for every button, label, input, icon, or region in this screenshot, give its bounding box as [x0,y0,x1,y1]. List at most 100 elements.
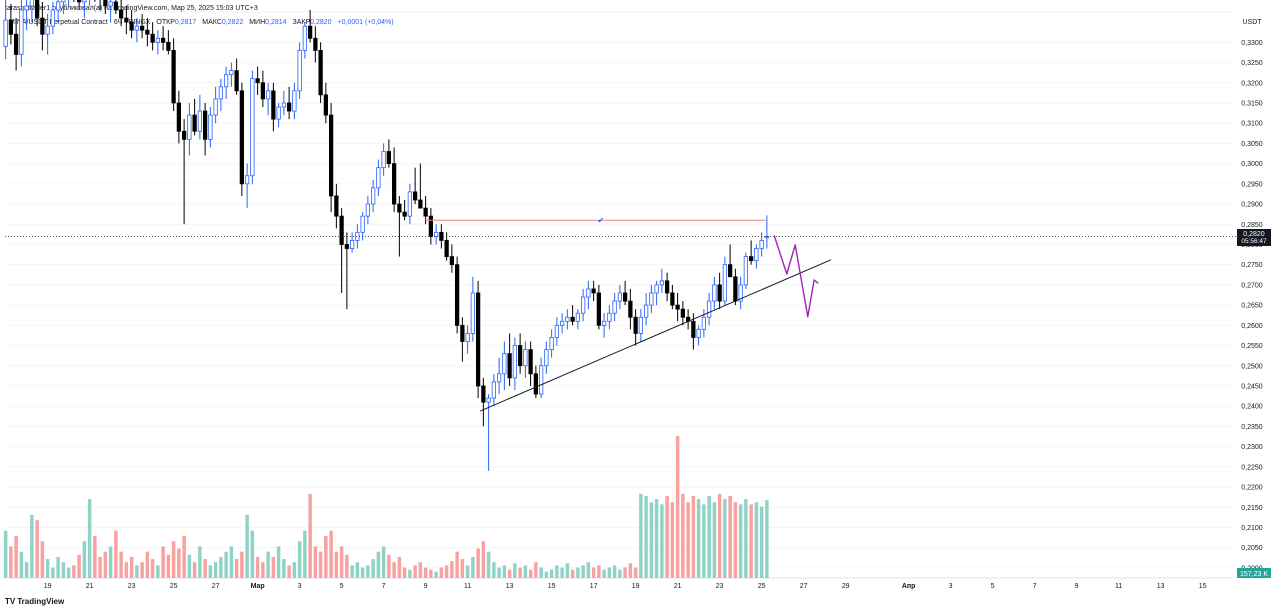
candle-body [318,50,323,96]
current-price-text: 0,2820 [1243,231,1265,238]
candle-body [449,256,455,266]
candle-body [496,373,502,383]
volume-bar [707,495,711,578]
candle-body [591,288,596,294]
volume-bar [45,559,50,578]
candle-body [601,320,607,326]
volume-bar [129,556,134,578]
candle-body [307,25,313,39]
volume-bar [639,493,643,578]
volume-bar [108,546,113,578]
volume-bar [607,567,612,578]
volume-bar [24,562,29,578]
resistance-check-icon: ✔ [597,216,604,225]
candle-body [533,373,539,395]
price-axis[interactable]: USDT 0,20000,20500,21000,21500,22000,225… [1241,19,1263,572]
candle-body [507,353,512,379]
candle-body [628,300,633,318]
volume-bar [119,551,123,578]
volume-bar [429,569,433,578]
volume-bar [397,556,402,578]
candle-body [202,110,208,140]
time-tick-label: 27 [800,583,808,590]
volume-bar [765,500,769,578]
volume-bar [523,565,528,578]
volume-bar [712,502,717,578]
volume-bar [481,541,486,578]
candle-body [150,33,155,43]
volume-bar [612,565,617,578]
volume-bar [224,551,228,578]
candle-body [334,195,339,217]
price-tick-label: 0,2400 [1241,404,1263,411]
price-tick-label: 0,2200 [1241,485,1263,492]
volume-bar [633,567,638,578]
candle-body [8,19,14,35]
time-tick-label: 9 [424,583,428,590]
price-tick-label: 0,2950 [1241,181,1263,188]
candle-body [124,17,129,23]
volume-bar [723,499,727,578]
volume-bar [182,535,186,578]
volume-bar [444,565,449,578]
time-tick-label: 17 [590,583,598,590]
volume-bar [702,504,706,578]
candle-body [223,74,229,88]
volume-bar [213,562,218,578]
volume-bar [51,567,55,578]
candle-body [759,240,764,249]
candle-body [622,292,628,302]
candle-body [192,114,197,132]
volume-bar [208,565,213,578]
candle-body [418,199,423,209]
candle-body [565,316,570,322]
candle-body [218,86,224,100]
volume-bar [150,559,155,578]
candle-body [19,9,24,55]
volume-bar [759,506,764,578]
time-tick-label: 19 [44,583,52,590]
symbol-name[interactable]: MINA/USDT Perpetual Contract · 6Ч · BING… [9,19,151,26]
volume-bar [250,530,255,578]
volume-bar [686,502,690,578]
candle-body [276,106,281,120]
volume-bar [549,569,554,578]
candle-body [701,316,707,330]
time-tick-label: 19 [632,583,640,590]
volume-bar [303,530,307,578]
volume-bar [623,567,627,578]
candle-body [391,163,397,205]
drawings: ✔ [5,216,1237,412]
candle-body [717,284,722,302]
time-tick-label: 3 [949,583,953,590]
candle-body [82,0,87,3]
volume-bar [192,562,197,578]
candle-body [370,187,376,205]
price-tick-label: 0,3000 [1241,161,1263,168]
tradingview-logo[interactable]: TV TradingView [5,597,64,606]
volume-bar [72,565,76,578]
volume-bar [423,567,428,578]
volume-bar [114,530,118,578]
time-axis[interactable]: 19 21 23 25 27 Мар 3 5 7 9 11 13 15 17 19 21 23 25 27 29 Апр… [44,583,1207,590]
candle-body [45,25,50,35]
price-tick-label: 0,2550 [1241,343,1263,350]
candle-body [670,292,675,306]
candle-body [397,203,402,213]
volume-bar [381,546,386,578]
candle-body [444,240,449,257]
volume-bar [297,541,302,578]
price-tick-label: 0,2300 [1241,444,1263,451]
candle-body [197,110,203,132]
volume-bar [534,562,538,578]
volume-bar [455,551,459,578]
candle-body [491,381,497,399]
volume-bar [255,556,260,578]
candle-body [433,231,439,237]
candle-body [643,304,649,318]
volume-bar [87,499,92,578]
volume-bar [376,551,381,578]
volume-bar [539,567,543,578]
price-tick-label: 0,2650 [1241,303,1263,310]
